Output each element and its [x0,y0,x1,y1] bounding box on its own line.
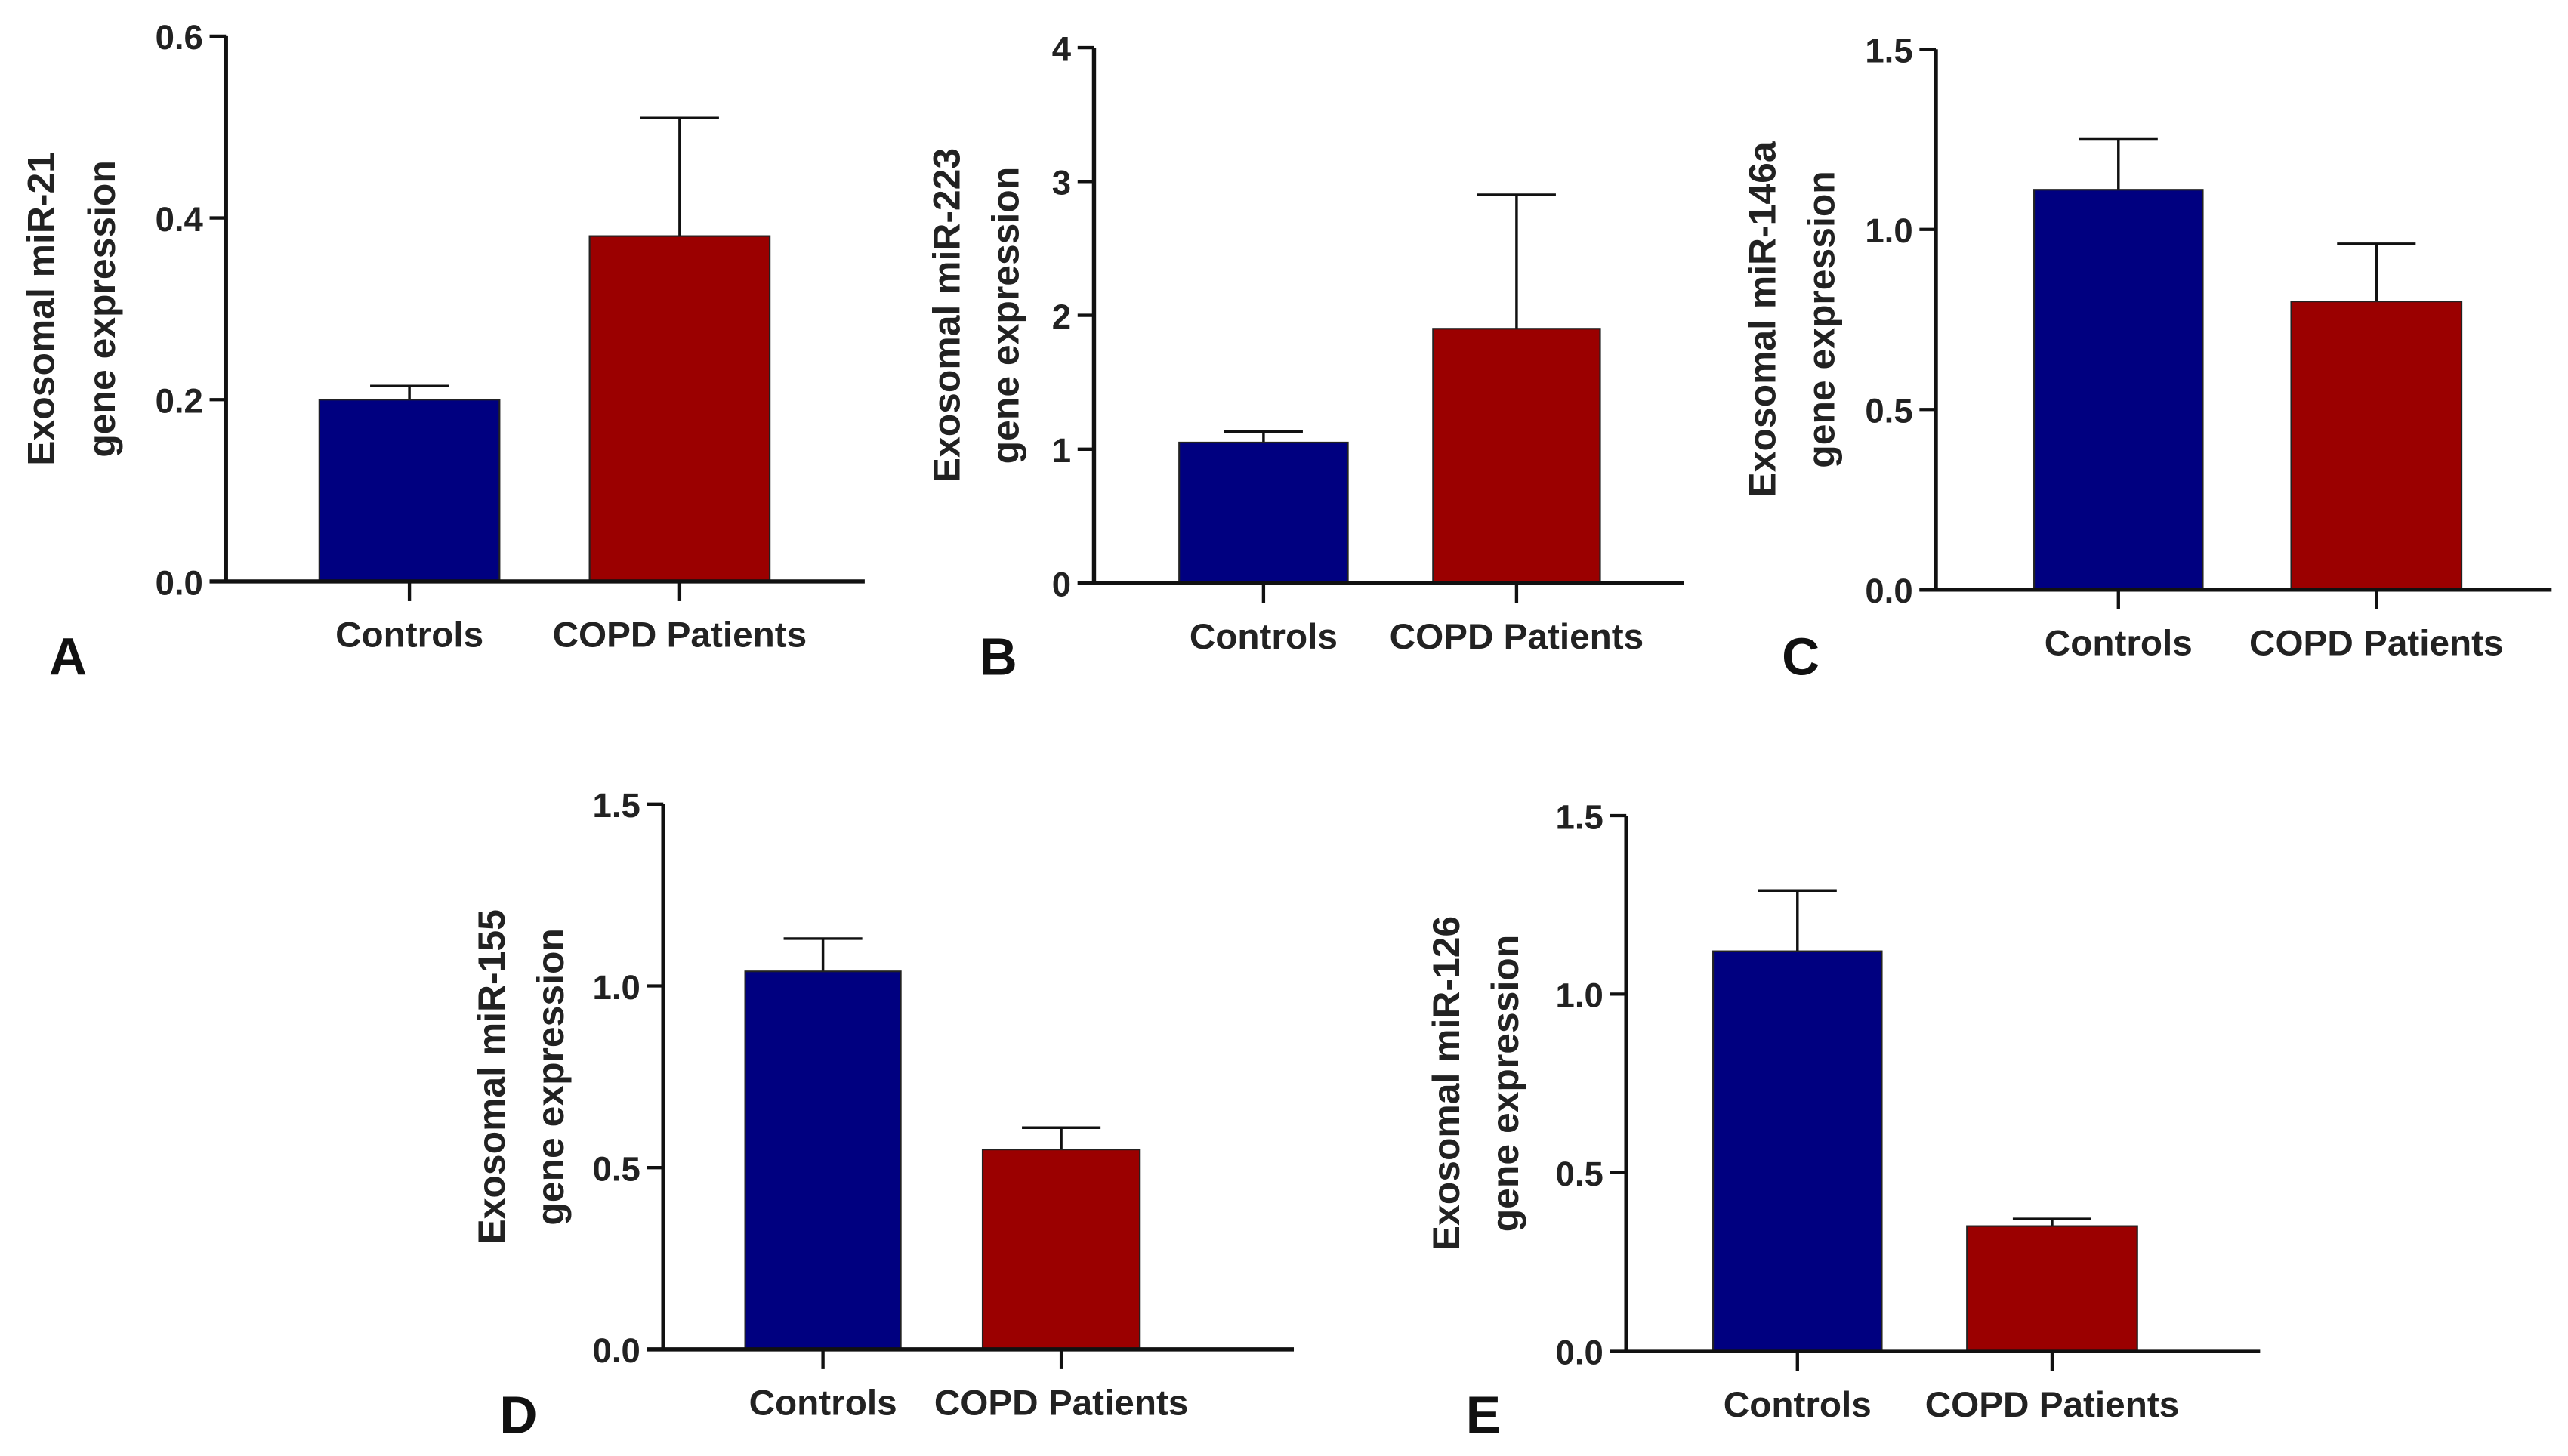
x-tick-label: COPD Patients [934,1384,1189,1424]
y-tick-label: 1.5 [1865,32,1912,70]
y-tick-label: 0.5 [1865,392,1912,430]
panel-letter: C [1782,628,1820,686]
y-axis-label: Exosomal miR-146a [1742,140,1784,497]
bar-copd-patients [981,1149,1141,1350]
bar-controls [318,399,501,583]
bar-controls [744,970,902,1350]
bar-copd-patients [1966,1225,2138,1353]
x-tick-label: COPD Patients [2249,624,2504,664]
bar-controls [2033,189,2204,591]
y-tick-label: 0.4 [156,200,204,239]
x-tick-label: Controls [749,1384,897,1424]
panel-d: Controls COPD Patients 0.0 0.5 1.0 1.5 Exosoma… [471,786,1295,1444]
y-axis-label: gene expression [985,167,1027,464]
bar-copd-patients [2290,301,2463,591]
y-tick-label: 1 [1052,431,1071,470]
y-tick-label: 0.0 [1865,572,1912,610]
panel-c: Controls COPD Patients 0.0 0.5 1.0 1.5 Exosoma… [1742,32,2552,686]
panel-b: Controls COPD Patients 0 1 2 3 4 Exosomal miR-2… [926,29,1684,686]
x-tick-label: COPD Patients [1390,617,1644,657]
panel-letter: E [1466,1385,1501,1444]
y-tick-label: 0.0 [1556,1333,1603,1371]
y-tick-label: 1.5 [593,786,640,825]
bar-copd-patients [1432,328,1601,585]
y-tick-label: 0.0 [156,563,203,602]
x-tick-label: Controls [335,615,483,656]
y-tick-label: 0.0 [593,1331,640,1370]
y-tick-label: 0 [1052,565,1071,603]
y-tick-label: 1.5 [1556,797,1603,836]
bar-controls [1712,950,1883,1353]
y-axis-label: gene expression [81,160,123,457]
y-axis-label: Exosomal miR-126 [1425,916,1468,1251]
panel-letter: D [499,1385,537,1444]
y-axis-label: gene expression [1801,171,1843,467]
x-tick-label: Controls [1190,617,1338,657]
y-tick-label: 0.5 [1556,1155,1603,1193]
y-axis-label: gene expression [529,928,572,1225]
y-axis-label: Exosomal miR-223 [926,148,968,483]
y-axis-label: Exosomal miR-21 [20,152,63,466]
bar-copd-patients [588,235,771,583]
x-tick-label: COPD Patients [553,615,807,656]
y-tick-label: 0.5 [593,1150,640,1189]
panel-letter: B [980,628,1017,686]
y-tick-label: 4 [1052,29,1072,68]
y-tick-label: 1.0 [1865,211,1912,250]
bar-controls [1178,441,1349,585]
y-tick-label: 1.0 [593,968,640,1007]
y-tick-label: 3 [1052,164,1071,202]
y-tick-label: 1.0 [1556,976,1603,1015]
panel-a: Controls COPD Patients 0.0 0.2 0.4 0.6 Exosoma… [20,18,865,686]
panel-e: Controls COPD Patients 0.0 0.5 1.0 1.5 Exosoma… [1425,797,2261,1444]
x-tick-label: Controls [1724,1385,1872,1425]
x-tick-label: Controls [2045,624,2193,664]
y-tick-label: 2 [1052,298,1071,336]
y-axis-label: Exosomal miR-155 [471,909,513,1244]
x-tick-label: COPD Patients [1925,1385,2180,1425]
y-tick-label: 0.2 [156,382,203,421]
y-tick-label: 0.6 [156,18,203,57]
panel-letter: A [49,628,87,686]
y-axis-label: gene expression [1484,935,1526,1232]
